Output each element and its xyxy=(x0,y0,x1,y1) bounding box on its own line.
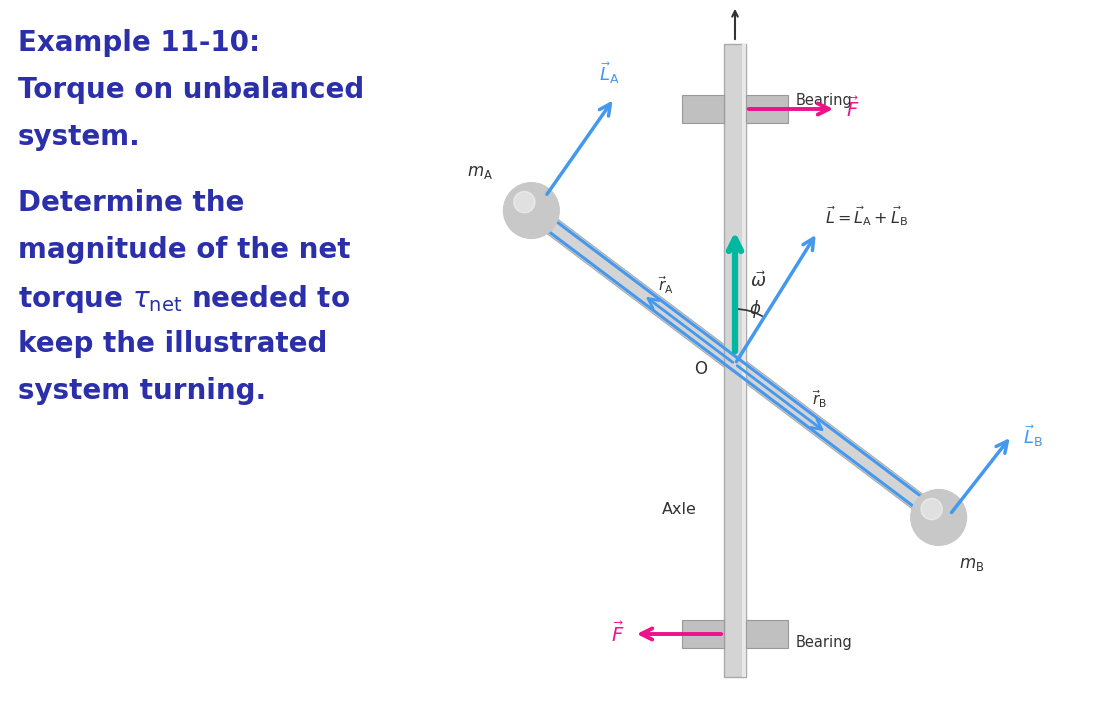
Circle shape xyxy=(920,498,943,520)
Text: Bearing: Bearing xyxy=(796,634,853,649)
Text: Axle: Axle xyxy=(662,501,697,516)
FancyBboxPatch shape xyxy=(741,44,746,677)
Text: $\vec{L}_\mathrm{A}$: $\vec{L}_\mathrm{A}$ xyxy=(599,60,620,86)
Text: system turning.: system turning. xyxy=(18,377,266,405)
Text: $\vec{L} = \vec{L}_\mathrm{A} + \vec{L}_\mathrm{B}$: $\vec{L} = \vec{L}_\mathrm{A} + \vec{L}_… xyxy=(825,203,908,227)
Text: $\vec{F}$: $\vec{F}$ xyxy=(846,97,860,121)
FancyBboxPatch shape xyxy=(682,620,724,648)
Text: $m_\mathrm{B}$: $m_\mathrm{B}$ xyxy=(959,556,983,574)
Text: Torque on unbalanced: Torque on unbalanced xyxy=(18,76,365,104)
Text: $z$: $z$ xyxy=(743,0,755,2)
Text: $\vec{L}_\mathrm{B}$: $\vec{L}_\mathrm{B}$ xyxy=(1023,423,1043,449)
Text: O: O xyxy=(694,360,707,378)
Circle shape xyxy=(514,191,535,213)
FancyBboxPatch shape xyxy=(746,620,788,648)
Text: torque $\tau_{\mathsf{net}}$ needed to: torque $\tau_{\mathsf{net}}$ needed to xyxy=(18,283,350,315)
Text: Bearing: Bearing xyxy=(796,93,853,109)
Text: Determine the: Determine the xyxy=(18,189,244,217)
Text: magnitude of the net: magnitude of the net xyxy=(18,236,350,264)
FancyBboxPatch shape xyxy=(682,95,724,123)
Text: $\phi$: $\phi$ xyxy=(749,298,761,319)
Text: $\vec{\omega}$: $\vec{\omega}$ xyxy=(750,272,766,291)
Text: system.: system. xyxy=(18,123,140,151)
Text: keep the illustrated: keep the illustrated xyxy=(18,330,327,358)
Text: Example 11-10:: Example 11-10: xyxy=(18,29,260,57)
Circle shape xyxy=(911,490,967,546)
FancyBboxPatch shape xyxy=(724,44,746,677)
Text: $\vec{F}$: $\vec{F}$ xyxy=(611,622,624,646)
FancyBboxPatch shape xyxy=(746,95,788,123)
Polygon shape xyxy=(526,203,944,525)
Circle shape xyxy=(504,183,559,239)
Text: $m_\mathrm{A}$: $m_\mathrm{A}$ xyxy=(467,162,493,180)
Text: $\vec{r}_\mathrm{B}$: $\vec{r}_\mathrm{B}$ xyxy=(812,389,828,411)
Text: $\vec{r}_\mathrm{A}$: $\vec{r}_\mathrm{A}$ xyxy=(659,275,674,296)
